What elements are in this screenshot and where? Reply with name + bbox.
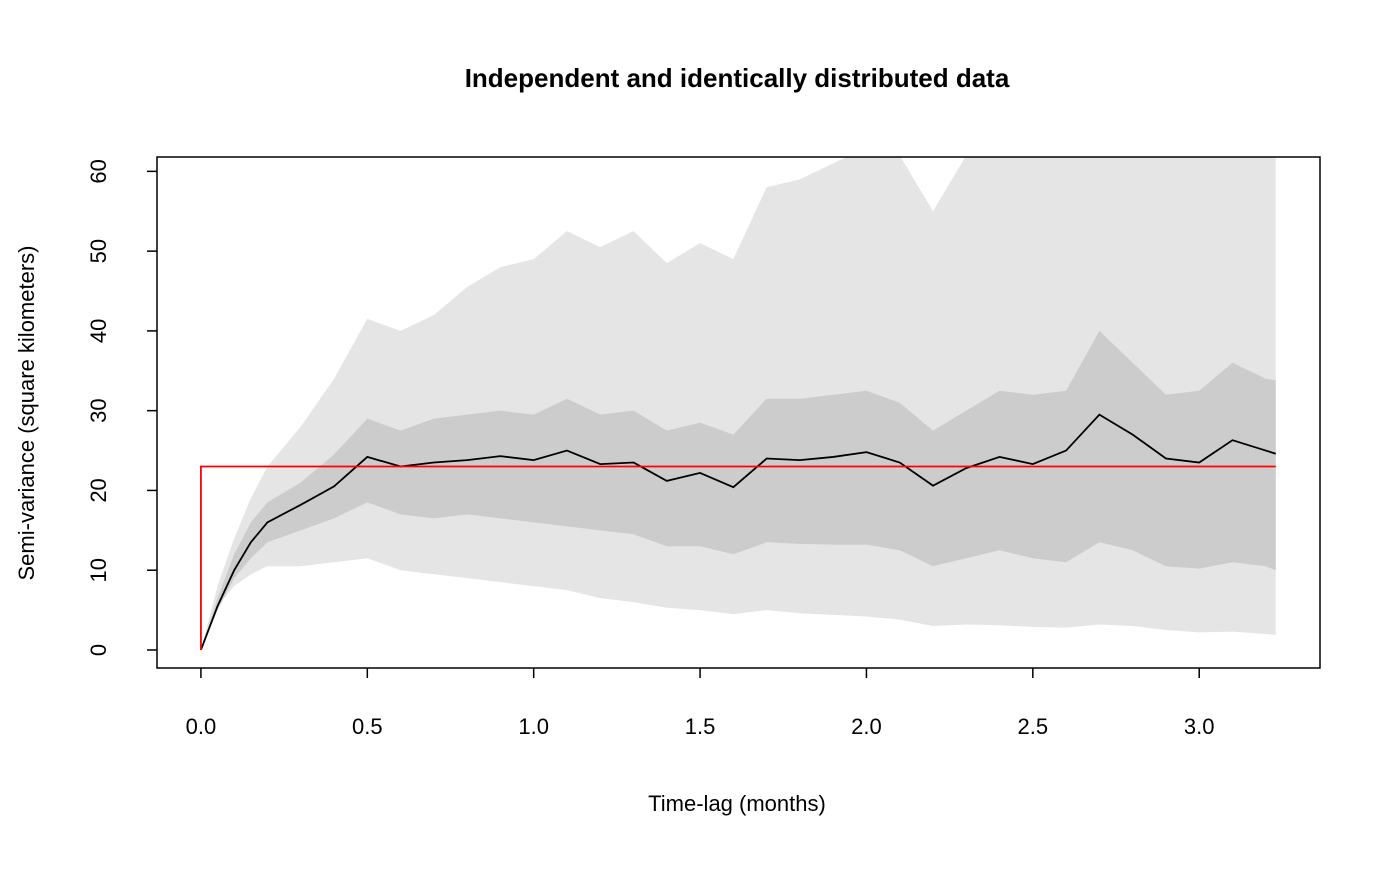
x-tick-label: 0.5 <box>352 714 383 739</box>
x-tick-label: 1.0 <box>518 714 549 739</box>
plot-area <box>200 157 1277 651</box>
y-tick-label: 10 <box>86 558 111 582</box>
y-tick-label: 50 <box>86 239 111 263</box>
x-tick-label: 1.5 <box>685 714 716 739</box>
x-tick-label: 2.5 <box>1018 714 1049 739</box>
semivariance-line <box>200 413 1277 651</box>
x-tick-label: 3.0 <box>1184 714 1215 739</box>
y-tick-label: 20 <box>86 478 111 502</box>
y-tick-label: 60 <box>86 159 111 183</box>
y-tick-label: 0 <box>86 644 111 656</box>
y-tick-label: 30 <box>86 398 111 422</box>
plot-frame <box>156 156 1321 669</box>
x-tick-label: 2.0 <box>851 714 882 739</box>
chart-title: Independent and identically distributed … <box>465 63 1010 93</box>
x-tick-label: 0.0 <box>186 714 217 739</box>
x-axis-label: Time-lag (months) <box>648 791 826 816</box>
model-line <box>200 465 1276 650</box>
y-tick-label: 40 <box>86 319 111 343</box>
confidence-band <box>200 330 1276 650</box>
y-axis-label: Semi-variance (square kilometers) <box>14 246 39 581</box>
